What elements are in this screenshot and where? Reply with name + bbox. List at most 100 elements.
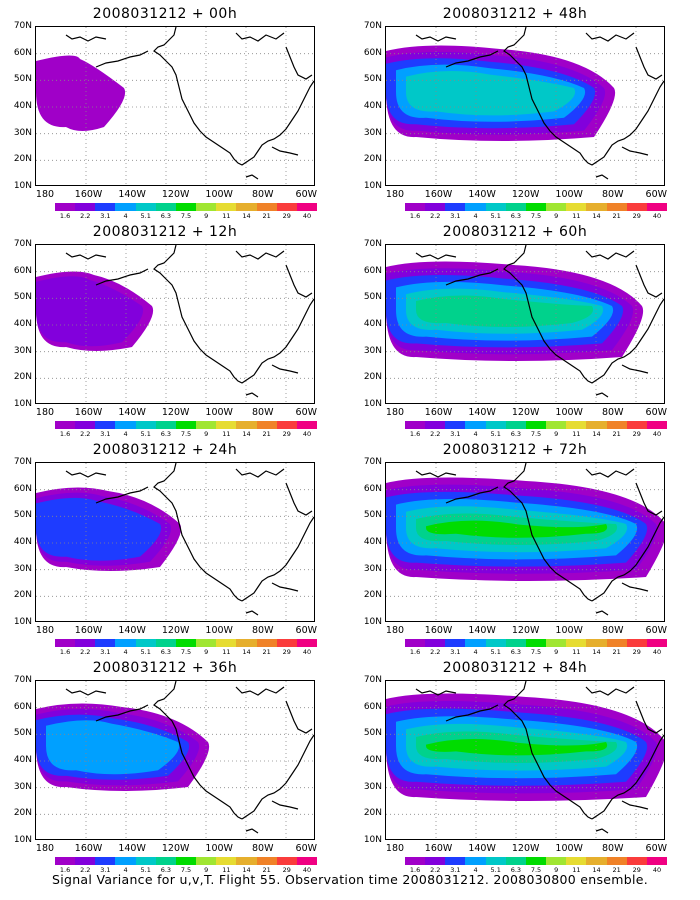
color-scale-bar <box>405 421 668 429</box>
latitude-labels: 70N 60N 50N 40N 30N 20N 10N <box>350 239 384 409</box>
latitude-tick-label: 10N <box>13 399 32 409</box>
latitude-tick-label: 10N <box>363 181 382 191</box>
latitude-tick-label: 50N <box>363 510 382 521</box>
variance-contour-layer <box>36 55 126 131</box>
color-scale-label: 5.1 <box>490 212 501 220</box>
color-scale-label: 3.1 <box>100 212 111 220</box>
color-scale-label: 6.3 <box>160 866 172 874</box>
color-scale-label: 9 <box>554 866 559 874</box>
color-scale-bar <box>405 639 668 647</box>
color-scale-bar <box>55 857 318 865</box>
color-scale-swatch <box>586 639 607 647</box>
color-scale-label: 2.2 <box>80 212 91 220</box>
color-scale-label: 1.6 <box>409 212 421 220</box>
color-scale-swatch <box>646 857 668 865</box>
color-scale-label: 1.6 <box>59 212 71 220</box>
color-scale-swatch <box>95 639 116 647</box>
color-scale-labels: 1.6 2.2 3.1 4 5.1 6.3 7.5 9 11 14 21 29 40 <box>55 212 317 221</box>
color-scale-swatch <box>155 421 176 429</box>
color-scale-label: 40 <box>652 430 662 438</box>
latitude-tick-label: 20N <box>363 154 382 165</box>
longitude-tick-label: 100W <box>205 189 233 200</box>
color-scale-label: 14 <box>592 866 601 874</box>
map-frame <box>385 462 665 622</box>
map-canvas <box>386 27 664 185</box>
color-scale-swatch <box>115 639 136 647</box>
color-scale-label: 29 <box>282 866 291 874</box>
map-canvas <box>36 27 314 185</box>
latitude-tick-label: 40N <box>363 537 382 547</box>
color-scale-label: 40 <box>652 866 662 874</box>
panel-title: 2008031212 + 36h <box>92 660 238 676</box>
color-scale-label: 1.6 <box>59 430 71 438</box>
latitude-tick-label: 30N <box>13 127 32 138</box>
coastline <box>415 27 664 180</box>
longitude-tick-label: 80W <box>251 407 274 418</box>
longitude-labels: 180 160W 140W 120W 100W 80W 60W <box>35 189 317 201</box>
latitude-tick-label: 50N <box>363 74 382 85</box>
map-frame <box>35 244 315 404</box>
latitude-tick-label: 30N <box>13 563 32 574</box>
longitude-tick-label: 160W <box>424 189 453 200</box>
longitude-tick-label: 100W <box>205 407 233 418</box>
longitude-tick-label: 120W <box>161 625 190 636</box>
color-scale-label: 40 <box>302 430 312 438</box>
color-scale-swatch <box>566 857 587 865</box>
color-scale-label: 14 <box>242 212 251 220</box>
color-scale-swatch <box>75 203 96 211</box>
variance-contour-layer <box>416 295 594 327</box>
color-scale-swatch <box>405 639 426 647</box>
color-scale-swatch <box>256 203 277 211</box>
color-scale-swatch <box>276 203 297 211</box>
latitude-labels: 70N 60N 50N 40N 30N 20N 10N <box>0 457 34 627</box>
color-scale-label: 2.2 <box>80 648 91 656</box>
color-scale-swatch <box>236 857 257 865</box>
color-scale-label: 40 <box>652 648 662 656</box>
color-scale-label: 7.5 <box>530 866 542 874</box>
color-scale-swatch <box>445 203 466 211</box>
map-frame <box>35 462 315 622</box>
color-scale-label: 40 <box>302 866 312 874</box>
map-canvas <box>386 681 664 839</box>
color-scale-swatch <box>115 421 136 429</box>
color-scale-swatch <box>236 203 257 211</box>
forecast-map-panel: 2008031212 + 48h 70N 60N 50N 40N 30N 20N 10N 180… <box>350 4 680 220</box>
color-scale-swatch <box>196 421 217 429</box>
longitude-tick-label: 180 <box>35 407 55 418</box>
map-canvas <box>36 245 314 403</box>
latitude-tick-label: 70N <box>13 457 32 467</box>
color-scale-bar <box>405 857 668 865</box>
longitude-tick-label: 120W <box>511 843 540 854</box>
color-scale-label: 3.1 <box>100 648 111 656</box>
latitude-tick-label: 20N <box>13 590 32 601</box>
color-scale-labels: 1.6 2.2 3.1 4 5.1 6.3 7.5 9 11 14 21 29 40 <box>405 430 667 439</box>
longitude-tick-label: 120W <box>161 189 190 200</box>
color-scale-label: 29 <box>632 212 641 220</box>
latitude-tick-label: 60N <box>13 265 32 276</box>
latitude-tick-label: 60N <box>363 47 382 58</box>
color-scale-swatch <box>55 203 76 211</box>
color-scale-swatch <box>586 421 607 429</box>
color-scale-label: 2.2 <box>430 430 441 438</box>
color-scale-label: 11 <box>222 648 231 656</box>
longitude-labels: 180 160W 140W 120W 100W 80W 60W <box>385 407 667 419</box>
color-scale-label: 6.3 <box>160 212 172 220</box>
color-scale-swatch <box>485 203 506 211</box>
color-scale-label: 14 <box>592 648 601 656</box>
latitude-tick-label: 30N <box>363 781 382 792</box>
latitude-labels: 70N 60N 50N 40N 30N 20N 10N <box>0 239 34 409</box>
longitude-tick-label: 120W <box>161 407 190 418</box>
latitude-tick-label: 70N <box>13 21 32 31</box>
latitude-tick-label: 20N <box>13 808 32 819</box>
latitude-tick-label: 50N <box>13 74 32 85</box>
forecast-map-panel: 2008031212 + 72h 70N 60N 50N 40N 30N 20N 10N 180… <box>350 440 680 656</box>
longitude-tick-label: 100W <box>205 843 233 854</box>
latitude-tick-label: 20N <box>363 808 382 819</box>
color-scale-label: 40 <box>302 212 312 220</box>
color-scale-label: 3.1 <box>450 648 461 656</box>
color-scale-swatch <box>55 421 76 429</box>
color-scale-swatch <box>425 421 446 429</box>
latitude-tick-label: 40N <box>363 319 382 329</box>
color-scale-swatch <box>135 857 156 865</box>
color-scale-swatch <box>525 857 547 865</box>
